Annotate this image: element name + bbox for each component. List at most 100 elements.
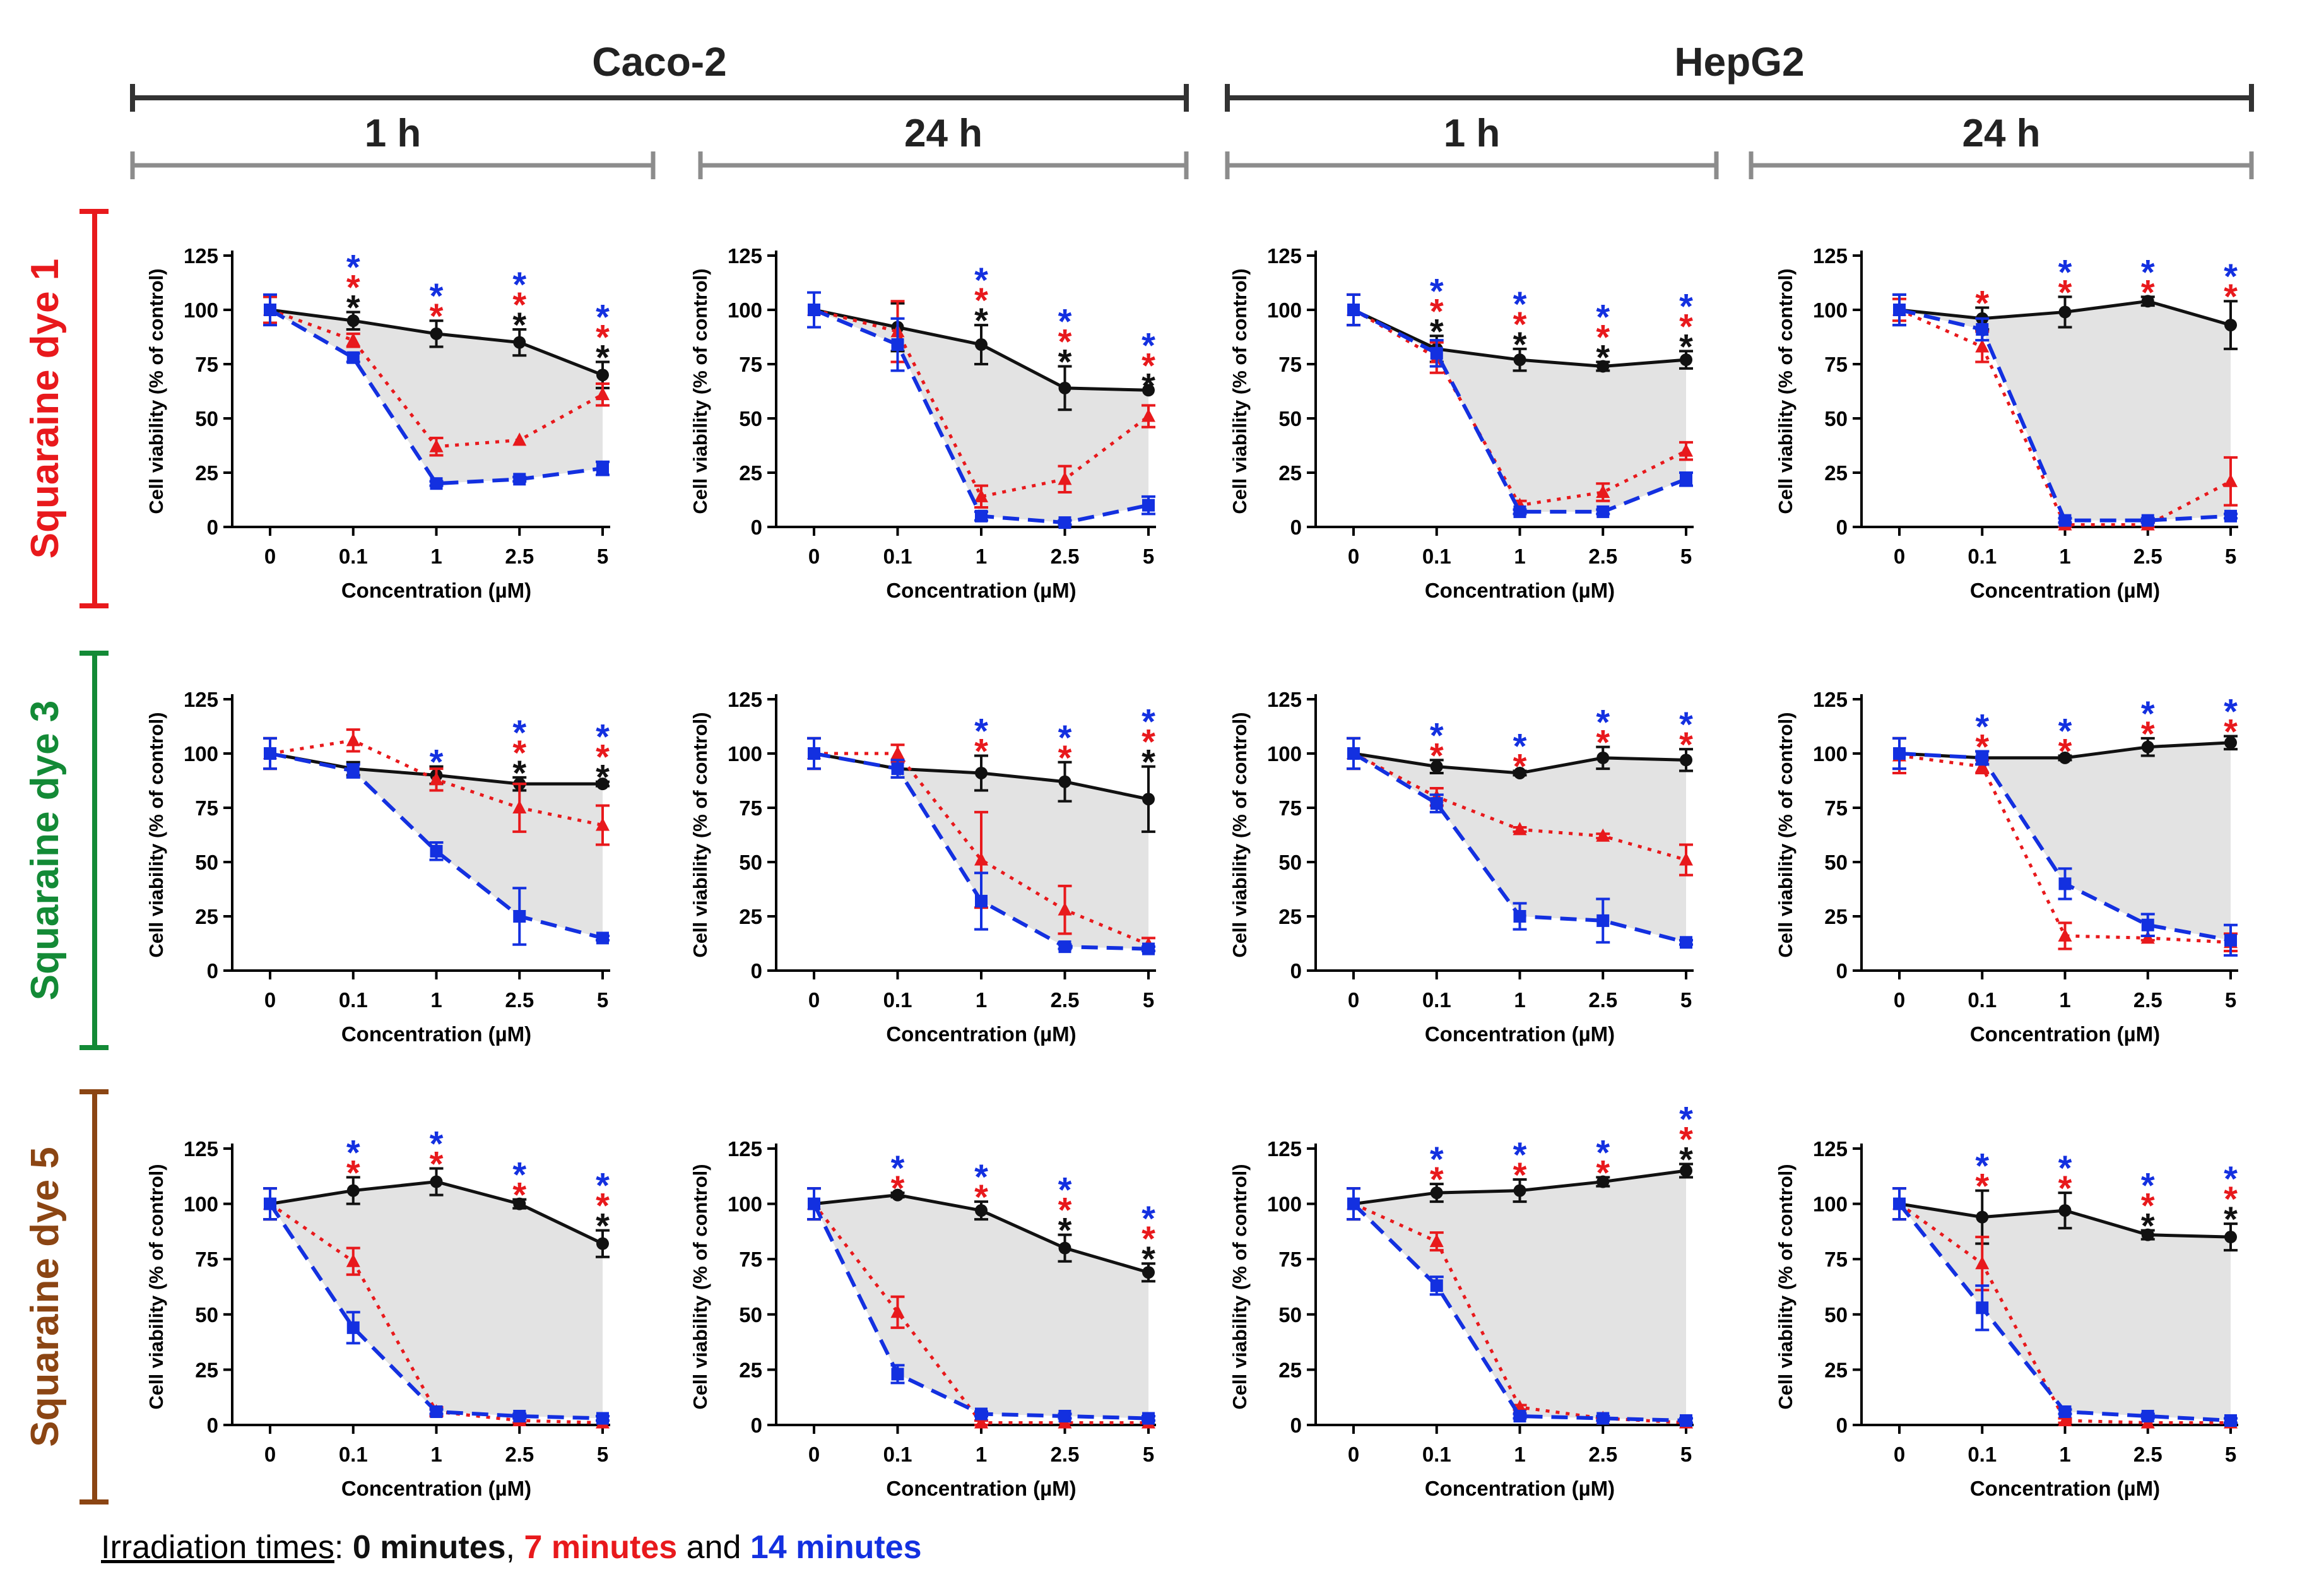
shaded-area <box>1899 742 2231 940</box>
data-point-0-min <box>1142 1266 1155 1279</box>
data-point-7-min <box>596 387 610 401</box>
data-point-14-min <box>1430 797 1443 810</box>
significance-star-blue: * <box>1058 718 1072 757</box>
data-point-14-min <box>2058 1405 2072 1418</box>
x-tick-label: 5 <box>597 1443 608 1466</box>
y-tick-label: 75 <box>739 1248 762 1271</box>
data-point-0-min <box>596 777 609 791</box>
significance-star-blue: * <box>1513 1135 1527 1174</box>
y-tick-label: 125 <box>1813 688 1848 711</box>
data-point-14-min <box>430 844 443 858</box>
x-tick-label: 5 <box>2225 988 2236 1012</box>
x-axis-label: Concentration (µM) <box>1970 1022 2160 1046</box>
data-point-14-min <box>1680 1414 1692 1427</box>
significance-star-blue: * <box>2141 694 2155 733</box>
significance-star-black: * <box>1142 1239 1155 1279</box>
legend-0-min: 0 minutes <box>352 1529 506 1566</box>
shaded-area <box>1354 310 1686 512</box>
x-tick-label: 2.5 <box>2133 545 2162 568</box>
series-line-7-min <box>814 752 1149 947</box>
data-point-0-min <box>1430 760 1443 773</box>
y-tick-label: 125 <box>1813 1137 1848 1161</box>
shaded-area <box>1354 1171 1686 1421</box>
significance-star-blue: * <box>512 264 526 304</box>
legend-label: Irradiation times <box>101 1529 334 1566</box>
significance-star-blue: * <box>1975 707 1989 747</box>
data-point-14-min <box>2224 509 2237 523</box>
significance-star-red: * <box>974 1177 988 1217</box>
y-tick-label: 50 <box>195 407 218 430</box>
x-tick-label: 0 <box>1348 988 1359 1012</box>
data-point-7-min <box>1679 852 1693 866</box>
dye-bracket-2 <box>80 651 109 1050</box>
panel-2-2: 0 25 50 75 100 125 0 0.1 1 2.5 5 Concentration (µM)… <box>689 688 1156 1046</box>
data-point-0-min <box>975 766 988 779</box>
y-tick-label: 25 <box>1824 461 1848 485</box>
y-tick-label: 75 <box>1278 1248 1302 1271</box>
data-point-14-min <box>1142 1412 1155 1425</box>
significance-star-red: * <box>1975 283 1989 323</box>
panel-1-1: 0 25 50 75 100 125 0 0.1 1 2.5 5 Concentration (µM)… <box>145 244 610 602</box>
x-axis-label: Concentration (µM) <box>341 1477 531 1500</box>
data-point-0-min <box>513 1197 526 1210</box>
series-0-min <box>1347 1162 1693 1221</box>
significance-star-blue: * <box>2141 252 2155 292</box>
data-point-14-min <box>2224 933 2237 947</box>
data-point-0-min <box>1976 1210 1989 1224</box>
significance-star-red: * <box>346 267 360 307</box>
data-point-7-min <box>1596 828 1610 842</box>
legend-14-min: 14 minutes <box>750 1529 922 1566</box>
x-tick-label: 5 <box>1143 988 1154 1012</box>
data-point-0-min <box>1596 360 1610 373</box>
significance-star-black: * <box>512 753 526 793</box>
series-14-min <box>263 736 610 946</box>
y-tick-label: 50 <box>1824 851 1848 874</box>
significance-star-blue: * <box>1596 702 1610 742</box>
y-tick-label: 75 <box>739 796 762 820</box>
significance-star-red: * <box>430 1144 444 1184</box>
significance-star-black: * <box>1679 1140 1693 1179</box>
series-14-min <box>1892 736 2238 957</box>
significance-star-red: * <box>430 296 444 336</box>
significance-star-red: * <box>1058 738 1072 777</box>
time-bracket-1-1 <box>130 151 656 179</box>
panel-3-2: 0 25 50 75 100 125 0 0.1 1 2.5 5 Concentration (µM)… <box>689 1137 1156 1500</box>
data-point-0-min <box>1142 384 1155 397</box>
significance-star-blue: * <box>1142 1198 1155 1238</box>
data-point-14-min <box>1513 505 1526 518</box>
y-tick-label: 25 <box>195 1358 218 1381</box>
data-point-0-min <box>2141 740 2154 754</box>
panel-1-3: 0 25 50 75 100 125 0 0.1 1 2.5 5 Concentration (µM)… <box>1229 244 1694 602</box>
significance-star-blue: * <box>974 260 988 300</box>
x-tick-label: 2.5 <box>1588 1443 1617 1466</box>
significance-star-red: * <box>1596 723 1610 762</box>
data-point-0-min <box>2058 1204 2072 1217</box>
time-bracket-1-2 <box>698 151 1189 179</box>
x-tick-label: 0.1 <box>883 545 912 568</box>
data-point-14-min <box>1513 910 1526 923</box>
y-tick-label: 125 <box>728 244 762 268</box>
data-point-14-min <box>1976 751 1989 764</box>
significance-star-red: * <box>2058 272 2072 312</box>
significance-star-red: * <box>1058 321 1072 361</box>
data-point-7-min <box>1058 471 1072 485</box>
y-tick-label: 25 <box>195 905 218 928</box>
y-tick-label: 125 <box>1813 244 1848 268</box>
significance-star-red: * <box>1142 1219 1155 1258</box>
y-tick-label: 100 <box>1813 299 1848 322</box>
y-tick-label: 75 <box>1824 1248 1848 1271</box>
significance-star-red: * <box>2058 1168 2072 1208</box>
data-point-0-min <box>2224 319 2237 332</box>
data-point-14-min <box>2141 1409 2154 1422</box>
y-tick-label: 25 <box>739 905 762 928</box>
significance-star-blue: * <box>2058 1148 2072 1188</box>
shaded-area <box>1899 301 2231 521</box>
dye-label-2: Squaraine dye 3 <box>23 700 67 1001</box>
x-tick-label: 0 <box>264 988 276 1012</box>
significance-star-red: * <box>596 317 610 357</box>
x-tick-label: 2.5 <box>1588 988 1617 1012</box>
significance-star-blue: * <box>512 1155 526 1195</box>
data-point-14-min <box>808 1197 820 1210</box>
significance-star-blue: * <box>1679 1099 1693 1139</box>
significance-star-red: * <box>596 1186 610 1226</box>
